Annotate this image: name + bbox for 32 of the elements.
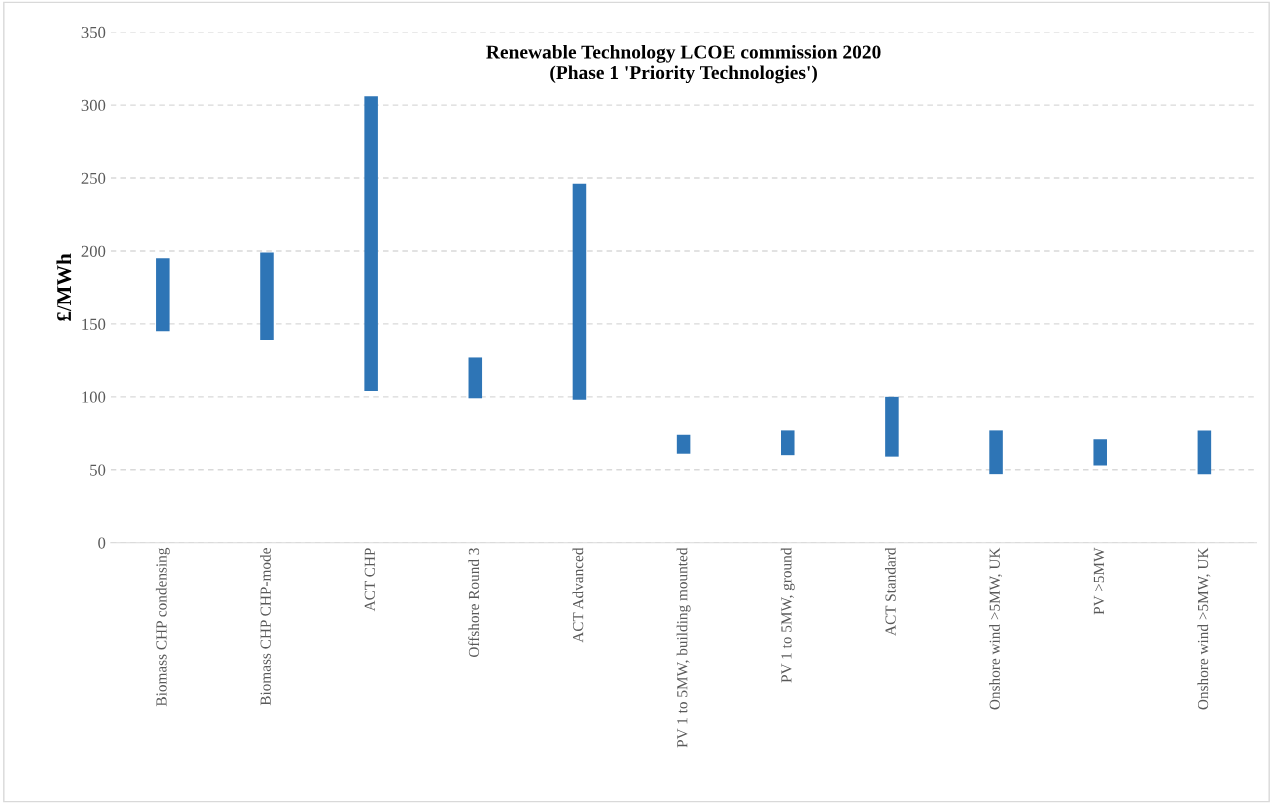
y-tick-label: 300 [81, 99, 106, 112]
x-tick-label: PV 1 to 5MW, building mounted [676, 547, 691, 748]
bar [468, 357, 483, 399]
x-tick-label: Biomass CHP CHP-mode [260, 548, 271, 706]
y-tick-label: 250 [81, 172, 106, 184]
x-tick-label: PV >5MW [1093, 547, 1105, 615]
bar [156, 258, 170, 332]
x-tick-label: Onshore wind >5MW, UK [989, 547, 1003, 710]
y-tick-label: 0 [98, 537, 106, 549]
bar [260, 252, 274, 340]
bar [364, 96, 378, 391]
x-tick-label: Biomass CHP condensing [155, 547, 170, 707]
bar [1197, 430, 1212, 475]
bar [1093, 439, 1107, 466]
bar [989, 430, 1003, 475]
y-tick-label: 350 [81, 26, 106, 39]
y-tick-label: 150 [82, 318, 106, 330]
bar [885, 396, 899, 457]
y-tick-label: 200 [81, 245, 106, 257]
y-tick-label: 50 [90, 464, 106, 476]
bar [780, 430, 795, 456]
x-tick-label: PV 1 to 5MW, ground [780, 547, 795, 683]
x-tick-label: ACT Advanced [572, 547, 584, 643]
bar [572, 183, 587, 400]
x-tick-label: ACT Standard [884, 547, 896, 636]
x-tick-label: ACT CHP [364, 548, 375, 612]
bar [676, 434, 691, 454]
y-axis-title: £/MWh [56, 253, 72, 321]
text: Renewable Technology LCOE commission 2020 (Phase 1 'Priority Technologies') [486, 44, 881, 84]
x-tick-label: Offshore Round 3 [468, 548, 480, 657]
x-tick-label: Onshore wind >5MW, UK [1197, 547, 1211, 710]
y-tick-label: 100 [82, 391, 106, 403]
